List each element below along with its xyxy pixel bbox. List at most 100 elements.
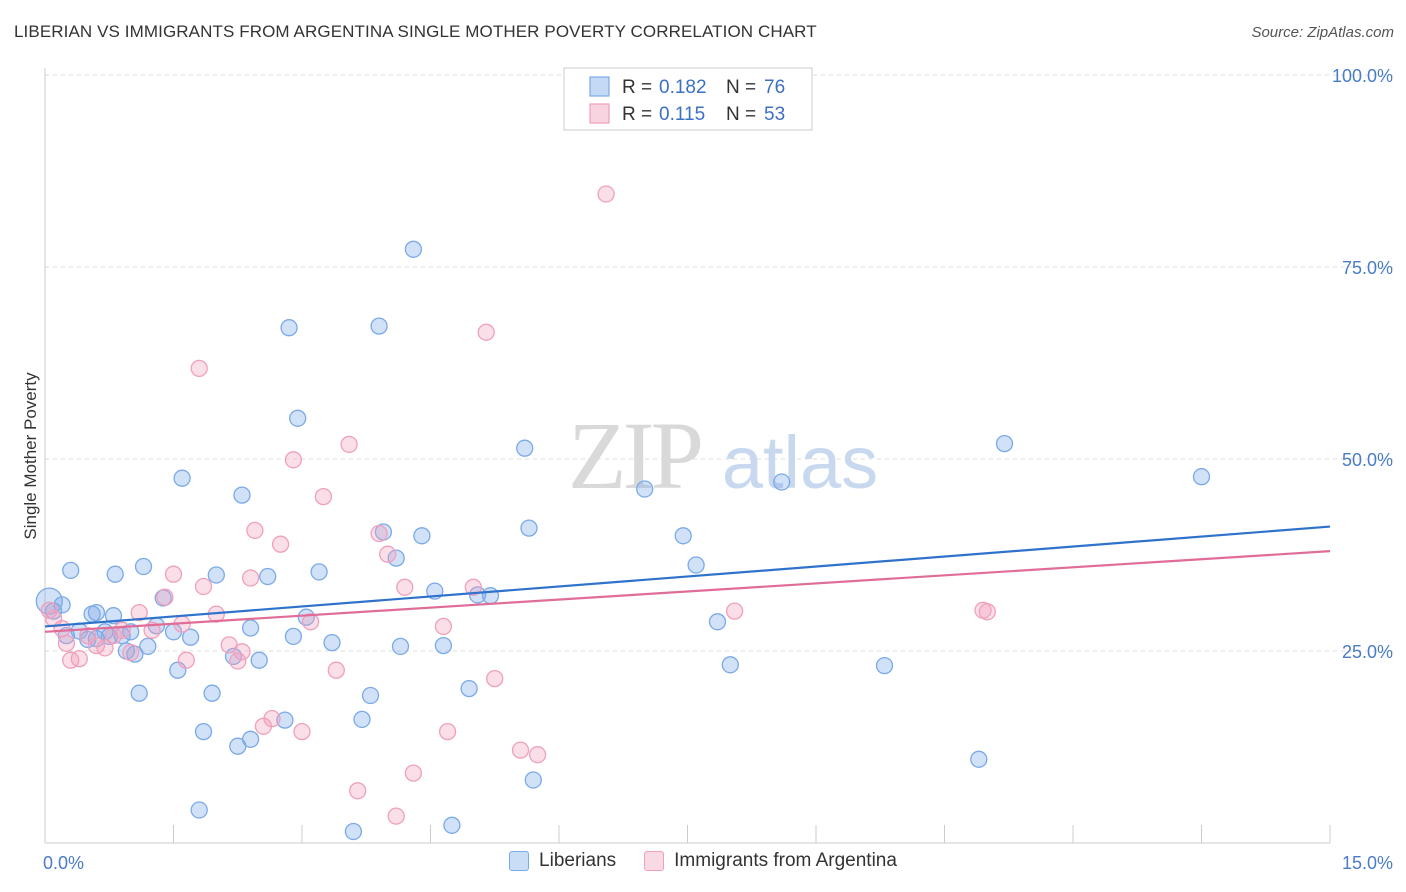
argentina-point: [190, 359, 208, 378]
liberians-point: [259, 567, 277, 586]
argentina-point: [164, 565, 183, 583]
liberians-point: [35, 587, 63, 615]
liberians-point: [130, 684, 148, 702]
legend-swatch: [589, 103, 610, 124]
liberians-point: [361, 686, 380, 705]
argentina-point: [349, 782, 367, 800]
liberians-point: [434, 636, 453, 655]
liberians-point: [134, 557, 153, 576]
argentina-point: [438, 722, 457, 741]
liberians-point: [284, 627, 303, 646]
chart-title: LIBERIAN VS IMMIGRANTS FROM ARGENTINA SI…: [14, 22, 817, 41]
argentina-point: [40, 601, 58, 619]
argentina-point: [284, 451, 303, 469]
liberians-point: [194, 722, 213, 741]
liberians-point: [87, 603, 106, 622]
liberians-point: [387, 549, 405, 567]
legend-swatch: [589, 76, 610, 97]
y-tick-label: 100.0%: [1332, 66, 1393, 86]
argentina-point: [130, 603, 148, 622]
y-tick-label: 75.0%: [1342, 258, 1393, 278]
argentina-point: [57, 634, 76, 652]
liberians-point: [970, 750, 988, 768]
bottom-legend: Liberians Immigrants from Argentina: [0, 850, 1406, 872]
liberians-point: [233, 486, 251, 504]
liberians-point: [721, 656, 739, 674]
argentina-point: [229, 652, 247, 670]
liberians-point: [173, 469, 191, 487]
liberians-point: [687, 556, 705, 574]
liberians-point: [122, 623, 140, 641]
liberians-point: [323, 633, 341, 652]
argentina-point: [177, 651, 195, 669]
liberians-point: [241, 730, 260, 748]
argentina-point: [122, 643, 140, 662]
y-tick-label: 50.0%: [1342, 450, 1393, 470]
y-tick-label: 25.0%: [1342, 642, 1393, 662]
liberians-point: [310, 563, 328, 581]
liberians-point: [353, 710, 371, 729]
data-points: [35, 185, 1211, 841]
tick-labels: 25.0% 50.0% 75.0% 100.0% 0.0% 15.0%: [43, 66, 1393, 873]
legend-swatch: [509, 851, 530, 871]
argentina-point: [233, 643, 251, 661]
liberians-point: [289, 409, 307, 427]
argentina-point: [53, 620, 71, 638]
legend-r-label: R =: [622, 104, 652, 125]
argentina-point: [404, 764, 423, 782]
argentina-point: [156, 588, 174, 606]
legend-item-argentina: Immigrants from Argentina: [644, 850, 897, 872]
liberians-point: [106, 565, 124, 583]
x-tick-label-max: 15.0%: [1342, 853, 1393, 873]
argentina-point: [293, 722, 311, 741]
liberians-point: [773, 473, 791, 491]
argentina-point: [70, 650, 88, 668]
argentina-point: [370, 524, 388, 543]
legend-box: [563, 67, 813, 131]
legend-item-liberians: Liberians: [509, 850, 616, 872]
watermark: ZIP atlas: [568, 402, 878, 509]
stats-legend: R = 0.182 N = 76 R = 0.115 N = 53: [563, 67, 813, 131]
liberians-point: [276, 711, 294, 729]
watermark-atlas: atlas: [722, 421, 878, 504]
liberians-point: [53, 596, 71, 614]
argentina-point: [96, 639, 114, 657]
liberians-point: [190, 801, 208, 819]
argentina-point: [597, 185, 615, 203]
argentina-point: [314, 487, 333, 506]
x-tick-label-min: 0.0%: [43, 853, 84, 873]
liberians-point: [139, 637, 157, 656]
legend-swatch: [644, 851, 665, 871]
liberians-point: [516, 439, 534, 457]
axes: [44, 68, 1331, 844]
liberians-point: [481, 587, 500, 605]
liberians-point: [520, 519, 538, 537]
argentina-point: [486, 669, 504, 688]
argentina-point: [271, 535, 290, 553]
liberians-point: [995, 434, 1014, 453]
watermark-zip: ZIP: [568, 402, 701, 509]
liberians-point: [524, 771, 542, 789]
legend-r-value: 0.115: [659, 104, 705, 125]
argentina-point: [263, 709, 281, 728]
argentina-point: [241, 569, 260, 587]
argentina-point: [978, 603, 996, 621]
legend-n-label: N =: [726, 77, 756, 98]
argentina-point: [301, 613, 320, 631]
liberians-point: [62, 561, 80, 580]
liberians-point: [460, 679, 478, 698]
argentina-point: [396, 578, 414, 596]
legend-label: Immigrants from Argentina: [674, 850, 897, 871]
grid-lines: [45, 74, 1395, 652]
liberians-point: [636, 480, 654, 498]
argentina-point: [434, 617, 453, 636]
legend-r-value: 0.182: [659, 77, 707, 98]
liberians-point: [674, 527, 692, 545]
trend-lines: [44, 525, 1331, 633]
argentina-point: [340, 435, 358, 454]
liberians-point: [391, 637, 410, 656]
legend-r-label: R =: [622, 77, 652, 98]
argentina-point: [327, 661, 345, 679]
legend-n-label: N =: [726, 104, 756, 125]
